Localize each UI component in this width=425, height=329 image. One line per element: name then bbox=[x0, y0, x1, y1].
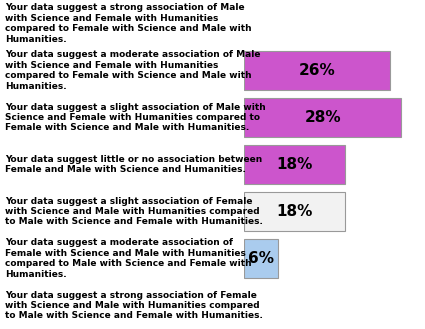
Text: 18%: 18% bbox=[277, 157, 313, 172]
Bar bbox=[244, 51, 390, 90]
Text: 28%: 28% bbox=[305, 110, 341, 125]
Text: Your data suggest a slight association of Female
with Science and Male with Huma: Your data suggest a slight association o… bbox=[5, 197, 263, 226]
Text: Your data suggest little or no association between
Female and Male with Science : Your data suggest little or no associati… bbox=[5, 155, 262, 174]
Text: 6%: 6% bbox=[248, 251, 274, 266]
Text: Your data suggest a moderate association of
Female with Science and Male with Hu: Your data suggest a moderate association… bbox=[5, 239, 252, 279]
Bar bbox=[244, 97, 402, 138]
Text: Your data suggest a slight association of Male with
Science and Female with Huma: Your data suggest a slight association o… bbox=[5, 103, 266, 132]
Text: Your data suggest a strong association of Male
with Science and Female with Huma: Your data suggest a strong association o… bbox=[5, 3, 252, 44]
Text: 26%: 26% bbox=[299, 63, 336, 78]
Text: Your data suggest a moderate association of Male
with Science and Female with Hu: Your data suggest a moderate association… bbox=[5, 50, 261, 90]
Text: 18%: 18% bbox=[277, 204, 313, 219]
Bar bbox=[244, 239, 278, 278]
Text: Your data suggest a strong association of Female
with Science and Male with Huma: Your data suggest a strong association o… bbox=[5, 291, 263, 320]
Bar bbox=[244, 144, 346, 185]
Bar bbox=[244, 191, 346, 232]
